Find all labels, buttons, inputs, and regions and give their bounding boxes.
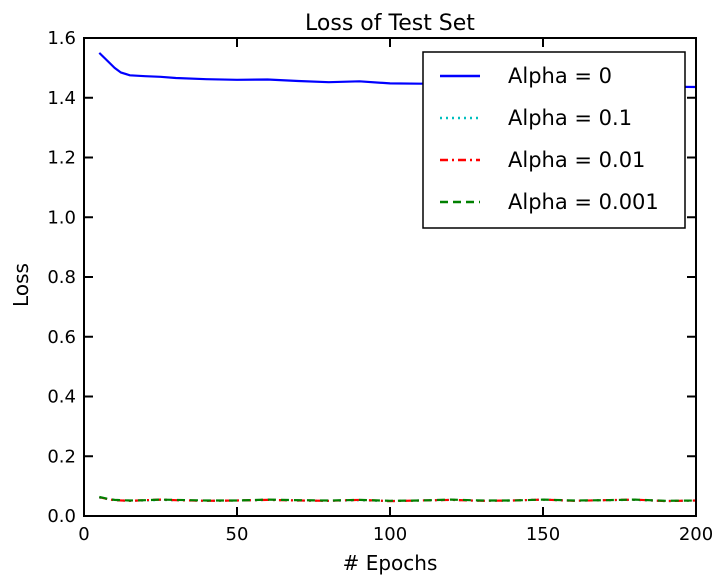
x-tick-label: 200 xyxy=(679,524,713,545)
legend-label-0: Alpha = 0 xyxy=(508,64,612,88)
legend-box xyxy=(422,51,686,229)
legend-label-3: Alpha = 0.001 xyxy=(508,190,659,214)
legend: Alpha = 0 Alpha = 0.1 Alpha = 0.01 Alpha = … xyxy=(422,51,686,229)
y-tick-label: 1.6 xyxy=(47,28,76,49)
x-tick-label: 0 xyxy=(78,524,89,545)
y-tick-label: 1.4 xyxy=(47,88,76,109)
series-line-3 xyxy=(99,495,697,502)
x-tick-label: 50 xyxy=(226,524,249,545)
x-tick-label: 150 xyxy=(526,524,560,545)
y-axis: 0.0 0.2 0.4 0.6 0.8 1.0 1.2 1.4 1.6 xyxy=(47,28,696,527)
y-tick-label: 0.2 xyxy=(47,446,76,467)
legend-label-2: Alpha = 0.01 xyxy=(508,148,645,172)
legend-label-1: Alpha = 0.1 xyxy=(508,106,632,130)
y-tick-label: 0.0 xyxy=(47,506,76,527)
y-tick-label: 0.8 xyxy=(47,267,76,288)
chart-title: Loss of Test Set xyxy=(305,11,475,36)
y-tick-label: 1.2 xyxy=(47,148,76,169)
x-axis: 0 50 100 150 200 xyxy=(78,38,713,545)
x-axis-title: # Epochs xyxy=(343,551,438,575)
y-tick-label: 0.4 xyxy=(47,387,76,408)
x-tick-label: 100 xyxy=(373,524,407,545)
y-tick-label: 0.6 xyxy=(47,327,76,348)
y-axis-title: Loss xyxy=(9,263,33,307)
y-tick-label: 1.0 xyxy=(47,207,76,228)
